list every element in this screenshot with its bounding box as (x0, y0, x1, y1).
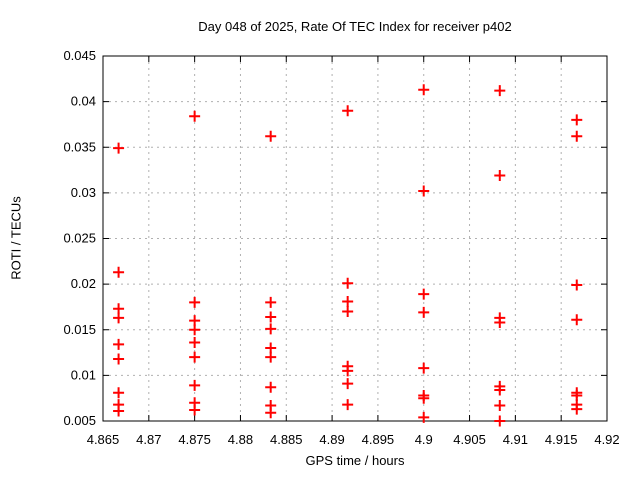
x-tick-label: 4.865 (87, 432, 120, 447)
data-point-plus-marker (265, 296, 277, 308)
data-point-plus-marker (418, 411, 430, 423)
data-point-plus-marker (113, 266, 125, 278)
data-point-plus-marker (189, 296, 201, 308)
data-point-plus-marker (418, 362, 430, 374)
data-point-plus-marker (189, 351, 201, 363)
y-tick-label: 0.02 (71, 276, 96, 291)
data-point-plus-marker (494, 85, 506, 97)
data-point-plus-marker (265, 407, 277, 419)
data-point-plus-marker (113, 312, 125, 324)
data-point-plus-marker (571, 279, 583, 291)
data-point-plus-marker (342, 365, 354, 377)
data-point-plus-marker (494, 170, 506, 182)
x-tick-label: 4.89 (319, 432, 344, 447)
y-tick-label: 0.03 (71, 185, 96, 200)
data-point-plus-marker (265, 323, 277, 335)
data-point-plus-marker (113, 405, 125, 417)
x-tick-label: 4.9 (415, 432, 433, 447)
x-tick-label: 4.915 (545, 432, 578, 447)
data-point-plus-marker (418, 185, 430, 197)
data-point-plus-marker (265, 311, 277, 323)
x-tick-label: 4.905 (453, 432, 486, 447)
data-point-plus-marker (342, 306, 354, 317)
data-point-plus-marker (113, 338, 125, 350)
data-point-plus-marker (189, 379, 201, 391)
data-point-plus-marker (571, 114, 583, 126)
plot-border (102, 55, 608, 422)
y-tick-label: 0.045 (63, 48, 96, 63)
data-point-plus-marker (418, 84, 430, 96)
data-point-plus-marker (571, 130, 583, 142)
y-tick-label: 0.01 (71, 367, 96, 382)
x-tick-label: 4.87 (136, 432, 161, 447)
y-tick-label: 0.04 (71, 94, 96, 109)
y-tick-label: 0.025 (63, 231, 96, 246)
data-point-plus-marker (342, 399, 354, 411)
data-point-plus-marker (342, 105, 354, 117)
data-point-plus-marker (189, 337, 201, 349)
y-tick-label: 0.005 (63, 413, 96, 428)
x-tick-label: 4.88 (228, 432, 253, 447)
data-point-plus-marker (494, 316, 506, 328)
data-point-plus-marker (418, 288, 430, 300)
y-axis-label: ROTI / TECUs (8, 196, 24, 280)
data-point-plus-marker (265, 130, 277, 142)
y-tick-label: 0.015 (63, 322, 96, 337)
data-point-plus-marker (113, 387, 125, 399)
data-point-plus-marker (265, 351, 277, 363)
data-point-plus-marker (113, 353, 125, 365)
data-point-plus-marker (342, 295, 354, 307)
chart-title: Day 048 of 2025, Rate Of TEC Index for r… (198, 19, 512, 34)
data-point-plus-marker (494, 399, 506, 411)
data-point-plus-marker (494, 415, 506, 427)
x-tick-label: 4.875 (178, 432, 211, 447)
data-point-plus-marker (571, 403, 583, 415)
x-axis-label: GPS time / hours (305, 453, 405, 468)
x-tick-label: 4.895 (362, 432, 395, 447)
data-point-plus-marker (571, 314, 583, 326)
data-point-plus-marker (418, 392, 430, 404)
data-point-plus-marker (494, 384, 506, 396)
data-point-plus-marker (342, 277, 354, 289)
data-point-plus-marker (265, 381, 277, 393)
x-tick-label: 4.91 (503, 432, 528, 447)
data-point-plus-marker (189, 324, 201, 336)
y-tick-label: 0.035 (63, 139, 96, 154)
x-tick-label: 4.885 (270, 432, 303, 447)
data-point-plus-marker (113, 142, 125, 154)
data-point-plus-marker (189, 404, 201, 416)
data-point-plus-marker (342, 378, 354, 390)
data-point-plus-marker (418, 306, 430, 318)
data-point-plus-marker (189, 110, 201, 122)
x-tick-label: 4.92 (594, 432, 619, 447)
